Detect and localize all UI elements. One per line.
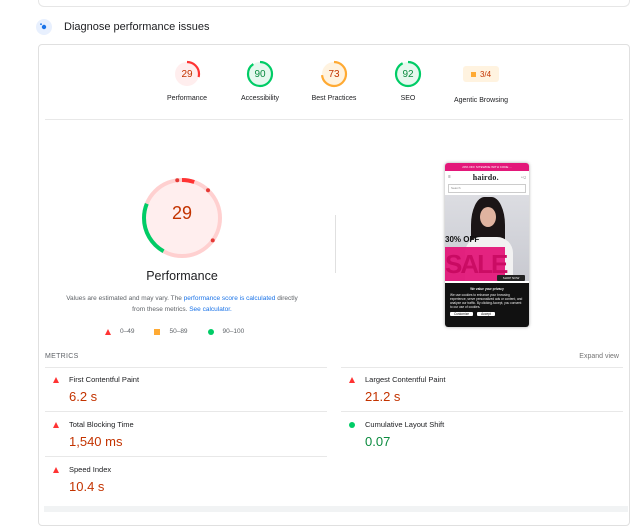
metric-arc-pass — [142, 178, 222, 258]
hero-image: 30% OFF SALE — [445, 195, 529, 281]
average-square-icon — [470, 71, 476, 77]
score-legend: 0–49 50–89 90–100 — [105, 328, 264, 335]
metric-dot — [206, 188, 211, 193]
score-calculated-link[interactable]: performance score is calculated — [183, 295, 276, 302]
page-screenshot-thumbnail[interactable]: 20% OFF SITEWIDE WITH CODE ... ☰ hairdo.… — [445, 163, 529, 327]
gauge-best-practices[interactable]: 73 Best Practices — [289, 59, 379, 102]
gauge-label: Best Practices — [311, 95, 357, 102]
gauge-accessibility[interactable]: 90 Accessibility — [215, 59, 305, 102]
section-title: Diagnose performance issues — [64, 21, 210, 33]
gauge-background — [175, 62, 199, 86]
cookie-consent: We value your privacy We use cookies to … — [445, 283, 529, 327]
gauge-agentic-browsing[interactable]: 3/4 Agentic Browsing — [436, 59, 526, 104]
promo-bar: 20% OFF SITEWIDE WITH CODE ... — [445, 163, 529, 171]
fail-triangle-icon — [53, 377, 59, 383]
sale-percent: 30% OFF — [445, 235, 480, 244]
pass-circle-icon — [349, 422, 355, 428]
gauge-background — [248, 62, 272, 86]
average-square-icon — [154, 328, 161, 335]
divider — [45, 119, 623, 120]
gauge-arc — [246, 60, 274, 88]
site-search: Search — [448, 184, 526, 193]
gauge-performance[interactable]: 29 Performance — [142, 59, 232, 102]
note-text: directly from these metrics. — [132, 295, 298, 313]
gauge-score: 92 — [402, 69, 414, 80]
performance-big-score: 29 — [171, 203, 193, 223]
pass-circle-icon — [207, 328, 214, 335]
cart-icon: ⌂ ◻ — [520, 175, 526, 179]
legend-average: 50–89 — [154, 328, 188, 335]
fail-triangle-icon — [349, 377, 355, 383]
gauge-label: Agentic Browsing — [453, 97, 509, 104]
agentic-score: 3/4 — [479, 69, 492, 79]
metric-dot — [175, 178, 180, 183]
gauge-arc — [394, 60, 422, 88]
gauge-background — [322, 62, 346, 86]
legend-fail: 0–49 — [105, 328, 134, 335]
gauge-ring — [394, 60, 422, 88]
note-text: Values are estimated and may vary. The — [66, 295, 184, 302]
gauge-score: 73 — [328, 69, 340, 80]
sale-text: SALE — [445, 247, 508, 281]
site-header: ☰ hairdo. ⌂ ◻ — [445, 171, 529, 183]
gauge-label: SEO — [400, 95, 416, 102]
performance-title: Performance — [146, 269, 218, 283]
shop-button: SHOP NOW — [497, 275, 525, 281]
metric-arc-fail — [142, 178, 222, 258]
gauge-arc — [320, 60, 348, 88]
fail-triangle-icon — [53, 467, 59, 473]
gauge-arc — [173, 60, 201, 88]
metric-dot — [210, 238, 215, 243]
expand-view-toggle[interactable]: Expand view — [579, 353, 619, 360]
performance-note: Values are estimated and may vary. The p… — [59, 293, 305, 315]
legend-pass: 90–100 — [207, 328, 244, 335]
report-card: 29 Performance 90 Accessibility 73 Best … — [38, 44, 630, 526]
fail-triangle-icon — [53, 422, 59, 428]
site-logo: hairdo. — [472, 172, 499, 182]
gauge-seo[interactable]: 92 SEO — [363, 59, 453, 102]
gauge-background — [396, 62, 420, 86]
previous-card-frame — [38, 0, 630, 7]
see-calculator-link[interactable]: See calculator. — [189, 306, 232, 313]
gauge-score: 90 — [254, 69, 266, 80]
diagnose-header: Diagnose performance issues — [36, 17, 210, 37]
next-section-strip — [44, 506, 628, 512]
agentic-badge: 3/4 — [463, 66, 499, 82]
diagnose-icon — [36, 19, 52, 35]
vertical-divider — [335, 215, 336, 273]
gauge-label: Accessibility — [240, 95, 280, 102]
gauge-ring — [173, 60, 201, 88]
category-gauges: 29 Performance 90 Accessibility 73 Best … — [39, 59, 629, 119]
fail-triangle-icon — [105, 328, 111, 335]
gauge-label: Performance — [166, 95, 208, 102]
metrics-heading: METRICS — [45, 353, 79, 360]
menu-icon: ☰ — [448, 175, 451, 179]
gauge-ring — [320, 60, 348, 88]
gauge-score: 29 — [181, 69, 193, 80]
performance-big-gauge — [142, 178, 222, 258]
gauge-ring — [246, 60, 274, 88]
